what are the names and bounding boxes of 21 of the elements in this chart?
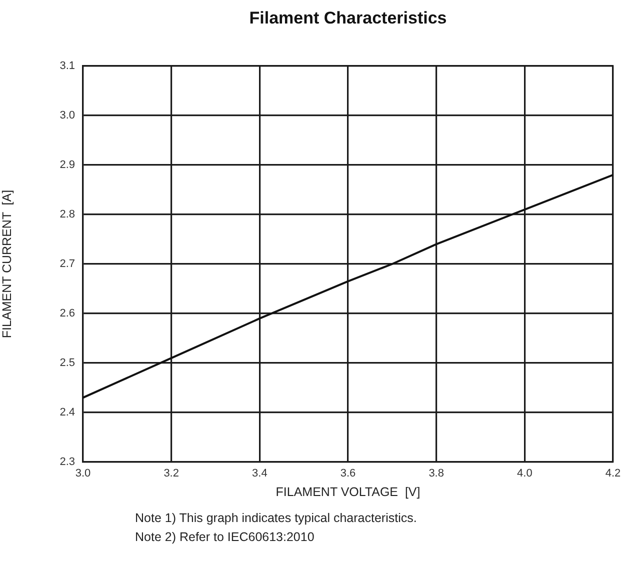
x-tick-label: 4.2 xyxy=(605,468,621,480)
x-axis-title: FILAMENT VOLTAGE [V] xyxy=(276,484,420,499)
y-axis-title: FILAMENT CURRENT [A] xyxy=(0,190,14,338)
y-tick-label: 2.9 xyxy=(60,159,75,172)
x-tick-label: 3.6 xyxy=(340,468,356,480)
y-tick-label: 2.8 xyxy=(60,208,75,221)
y-tick-label: 3.1 xyxy=(60,60,75,72)
x-tick-label: 4.0 xyxy=(517,468,532,480)
x-tick-label: 3.8 xyxy=(428,468,444,480)
y-tick-label: 3.0 xyxy=(60,110,75,122)
y-tick-label: 2.5 xyxy=(60,357,75,370)
text: Note 1) This graph indicates typical characteristics. xyxy=(135,510,417,527)
y-tick-label: 2.3 xyxy=(60,456,75,468)
y-tick-label: 2.6 xyxy=(60,308,75,320)
x-tick-label: 3.0 xyxy=(75,468,91,480)
chart-title: Filament Characteristics xyxy=(249,8,447,28)
x-tick-label: 3.4 xyxy=(252,468,268,480)
y-tick-label: 2.7 xyxy=(60,258,75,270)
text: Note 2) Refer to IEC60613:2010 xyxy=(135,529,316,546)
x-tick-label: 3.2 xyxy=(164,468,179,480)
y-tick-label: 2.4 xyxy=(60,406,75,419)
